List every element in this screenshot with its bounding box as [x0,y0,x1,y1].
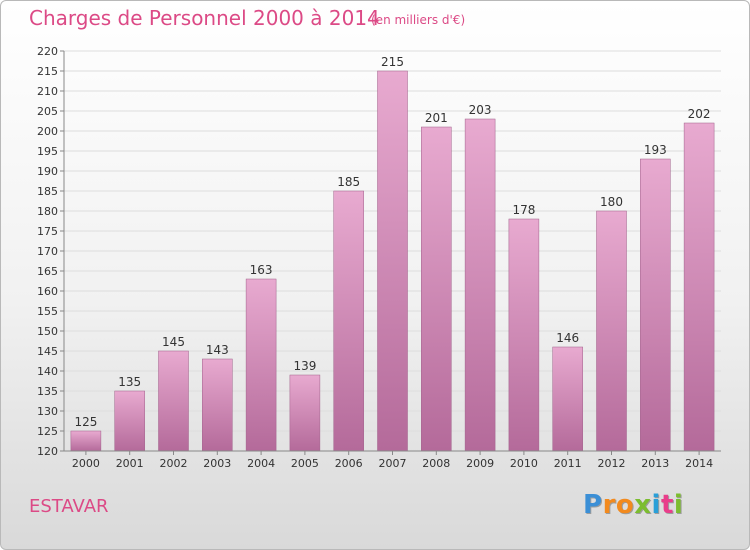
logo-letter: t [660,490,674,520]
bar-value-label: 163 [250,263,273,277]
y-tick-label: 165 [37,265,58,278]
bar-value-label: 143 [206,343,229,357]
logo-letter: i [651,490,661,520]
bar-2009 [464,118,496,452]
x-tick-label: 2003 [203,457,231,470]
logo-letter: P [583,490,603,520]
y-tick-label: 140 [37,365,58,378]
y-tick-label: 180 [37,205,58,218]
x-tick-label: 2000 [72,457,100,470]
y-tick-label: 155 [37,305,58,318]
bar-value-label: 202 [688,107,711,121]
y-tick-label: 125 [37,425,58,438]
x-tick-label: 2014 [685,457,713,470]
bar-value-label: 135 [118,375,141,389]
bar-value-label: 180 [600,195,623,209]
bar-value-label: 146 [556,331,579,345]
y-tick-label: 175 [37,225,58,238]
x-tick-label: 2005 [291,457,319,470]
y-tick-label: 220 [37,45,58,58]
bar-value-label: 215 [381,55,404,69]
x-tick-label: 2009 [466,457,494,470]
y-tick-label: 150 [37,325,58,338]
bar-2004 [245,278,277,452]
y-tick-label: 135 [37,385,58,398]
bar-value-label: 185 [337,175,360,189]
bar-value-label: 201 [425,111,448,125]
commune-name: ESTAVAR [29,496,109,517]
y-tick-label: 200 [37,125,58,138]
bar-2003 [202,358,233,452]
logo-letter: o [615,490,635,520]
bar-2011 [552,346,583,452]
y-tick-label: 195 [37,145,58,158]
logo-letter: r [602,490,616,520]
bar-2002 [158,350,189,452]
x-tick-label: 2012 [598,457,626,470]
bar-2006 [333,190,364,452]
y-tick-label: 190 [37,165,58,178]
bar-value-label: 145 [162,335,185,349]
bars: 125 135 145 143 163 139 185 215 201 203 178 146 180 1… [70,55,715,452]
bar-2013 [640,158,671,452]
bar-value-label: 193 [644,143,667,157]
proxiti-logo: Proxiti [583,490,683,520]
bar-value-label: 178 [512,203,535,217]
bar-value-label: 203 [469,103,492,117]
y-tick-label: 130 [37,405,58,418]
chart-title: Charges de Personnel 2000 à 2014 [29,6,380,30]
y-tick-label: 145 [37,345,58,358]
bar-2012 [596,210,627,452]
y-tick-label: 210 [37,85,58,98]
bar-2014 [683,122,715,452]
logo-letter: i [673,490,684,520]
x-axis: 2000 2001 2002 2003 2004 2005 2006 2007 2008 2009… [64,450,721,470]
y-tick-label: 120 [37,445,58,458]
chart-subtitle: (en milliers d'€) [371,13,466,27]
x-tick-label: 2006 [335,457,363,470]
x-tick-label: 2001 [116,457,144,470]
bar-value-label: 125 [74,415,97,429]
bar-value-label: 139 [293,359,316,373]
y-tick-label: 160 [37,285,58,298]
bar-2000 [70,430,102,452]
logo-letter: x [634,490,652,520]
bar-2007 [377,70,408,452]
x-tick-label: 2007 [379,457,407,470]
x-tick-label: 2013 [641,457,669,470]
x-tick-label: 2010 [510,457,538,470]
bar-2008 [421,126,452,452]
x-tick-label: 2004 [247,457,275,470]
y-tick-label: 185 [37,185,58,198]
x-tick-label: 2011 [554,457,582,470]
y-tick-label: 205 [37,105,58,118]
x-tick-label: 2008 [422,457,450,470]
x-tick-label: 2002 [160,457,188,470]
bar-2001 [114,390,145,452]
bar-2010 [508,218,540,452]
bar-2005 [289,374,321,452]
y-tick-label: 170 [37,245,58,258]
y-tick-label: 215 [37,65,58,78]
y-axis: 120 125 130 135 140 145 150 155 160 165 170 175 180 1… [37,45,65,458]
